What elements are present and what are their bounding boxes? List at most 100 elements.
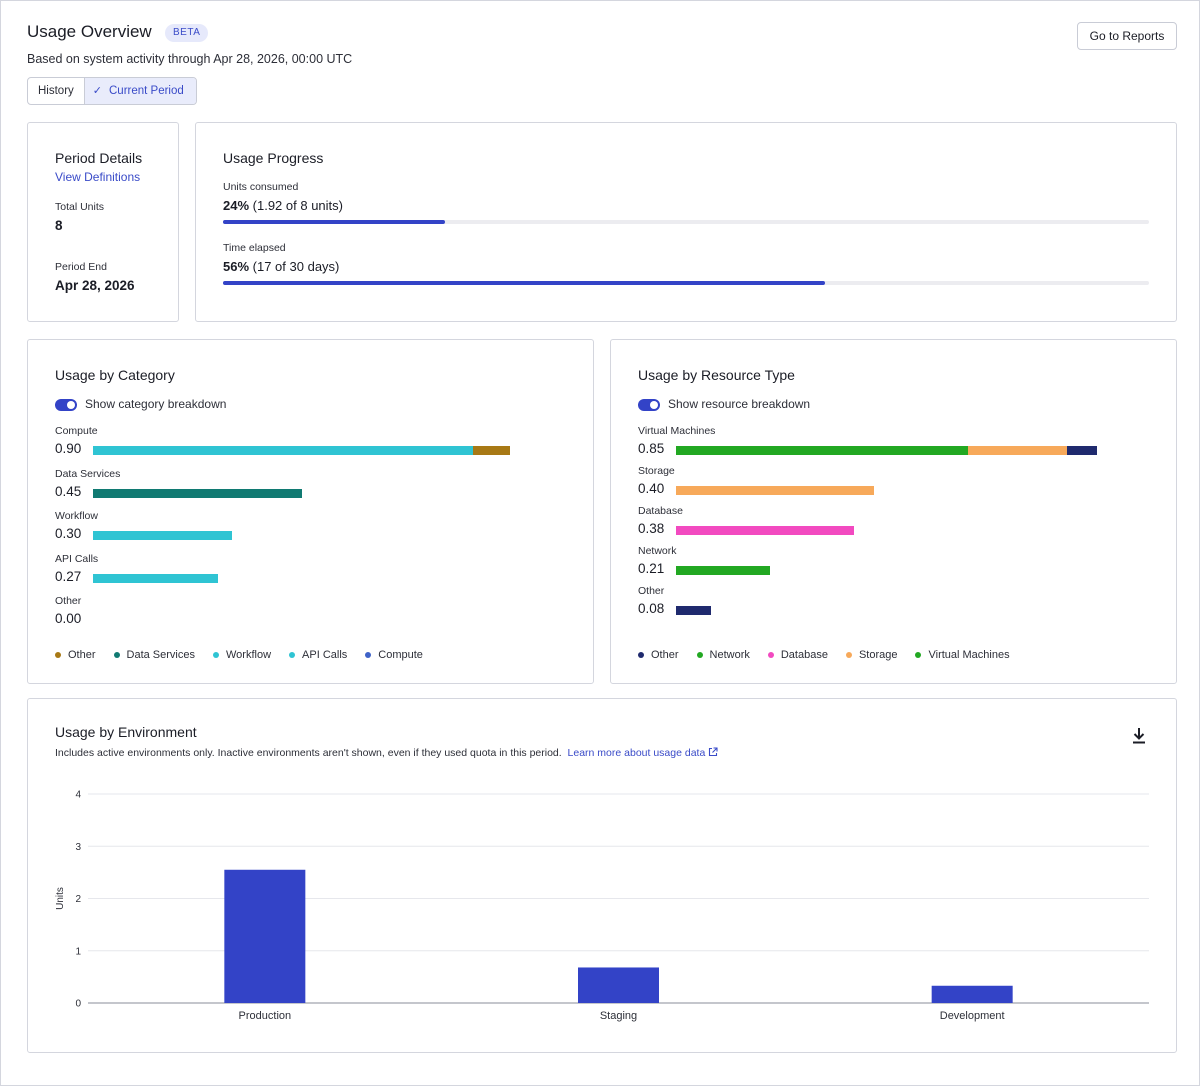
category-row-label: Data Services: [55, 467, 121, 480]
tab-history[interactable]: History: [38, 85, 74, 97]
go-to-reports-button[interactable]: Go to Reports: [1077, 22, 1177, 50]
category-bar-segment: [472, 446, 510, 455]
tab-current-period[interactable]: ✓ Current Period: [83, 78, 196, 104]
resource-legend-item[interactable]: Storage: [845, 649, 897, 661]
legend-dot-icon: [365, 652, 372, 658]
resource-bar-segment: [968, 446, 1068, 455]
y-tick-label: 4: [75, 790, 81, 801]
resource-legend-item[interactable]: Database: [767, 649, 828, 661]
period-end-value: Apr 28, 2026: [55, 278, 135, 293]
units-consumed-label: Units consumed: [223, 181, 299, 193]
resource-bar-segment: [676, 446, 969, 455]
external-link-icon: [709, 747, 718, 757]
legend-dot-icon: [845, 652, 852, 658]
category-row-value: 0.00: [55, 611, 82, 626]
legend-dot-icon: [696, 652, 703, 658]
legend-dot-icon: [915, 652, 922, 658]
time-progress-bar: [223, 281, 1149, 285]
resource-bar-segment: [676, 566, 771, 575]
legend-dot-icon: [213, 652, 219, 658]
resource-row-value: 0.38: [638, 521, 665, 536]
category-toggle-label: Show category breakdown: [85, 397, 227, 411]
resource-row-bar: [676, 526, 855, 535]
category-row-bar: [93, 446, 510, 455]
learn-more-link[interactable]: Learn more about usage data: [568, 747, 719, 759]
category-row-bar: [93, 488, 302, 498]
category-row-bar: [93, 573, 219, 583]
resource-bar-segment: [1067, 446, 1097, 455]
environment-title: Usage by Environment: [55, 724, 197, 740]
resource-row-bar: [676, 566, 771, 575]
category-bar-segment: [93, 446, 473, 455]
category-row-value: 0.27: [55, 568, 82, 584]
category-legend-label: API Calls: [302, 649, 348, 661]
category-title: Usage by Category: [55, 367, 175, 383]
category-bar-segment: [93, 573, 219, 583]
category-row-value: 0.90: [55, 441, 82, 456]
period-end-label: Period End: [55, 261, 107, 273]
resource-row-value: 0.40: [638, 481, 665, 496]
units-progress-fill: [223, 220, 446, 224]
resource-row-label: Storage: [638, 465, 675, 477]
y-tick-label: 1: [75, 946, 81, 957]
category-row-label: Compute: [55, 425, 98, 437]
usage-by-resource-card: Usage by Resource Type Show resource bre…: [610, 339, 1177, 684]
category-legend-label: Compute: [378, 649, 423, 661]
resource-bar-segment: [676, 526, 855, 535]
view-definitions-link[interactable]: View Definitions: [55, 170, 141, 184]
download-icon[interactable]: [1131, 727, 1147, 745]
resource-bar-segment: [676, 486, 875, 495]
x-tick-label: Staging: [600, 1010, 637, 1022]
resource-row-label: Network: [638, 545, 677, 557]
period-details-card: Period Details View Definitions Total Un…: [27, 122, 179, 322]
time-elapsed-value: 56% (17 of 30 days): [223, 259, 340, 274]
units-progress-bar: [223, 220, 1149, 224]
y-tick-label: 3: [75, 842, 81, 853]
resource-title: Usage by Resource Type: [638, 367, 795, 383]
total-units-value: 8: [55, 218, 63, 233]
resource-legend-label: Other: [651, 649, 679, 661]
resource-bar-segment: [676, 606, 711, 615]
x-tick-label: Production: [239, 1010, 292, 1022]
check-icon: ✓: [92, 85, 102, 97]
category-legend-item[interactable]: Data Services: [113, 649, 195, 661]
resource-legend-label: Network: [709, 649, 750, 661]
resource-row-label: Virtual Machines: [638, 425, 716, 437]
usage-by-environment-card: Usage by Environment Includes active env…: [27, 698, 1177, 1053]
category-legend-item[interactable]: Other: [55, 649, 96, 661]
legend-dot-icon: [289, 652, 296, 658]
y-axis-label: Units: [55, 887, 66, 910]
resource-legend-item[interactable]: Network: [696, 649, 750, 661]
legend-dot-icon: [767, 652, 774, 658]
category-row-label: Other: [55, 595, 82, 607]
legend-dot-icon: [55, 652, 61, 658]
resource-breakdown-toggle[interactable]: [638, 399, 660, 411]
resource-legend-item[interactable]: Virtual Machines: [915, 649, 1010, 661]
resource-legend-label: Database: [780, 649, 828, 661]
resource-row-bar: [676, 606, 711, 615]
resource-legend-item[interactable]: Other: [638, 649, 679, 661]
units-consumed-value: 24% (1.92 of 8 units): [223, 198, 343, 213]
bar-development[interactable]: [931, 985, 1013, 1003]
category-legend-label: Workflow: [226, 649, 272, 661]
bar-staging[interactable]: [578, 967, 659, 1003]
page-title: Usage Overview: [27, 22, 152, 41]
bar-production[interactable]: [224, 869, 306, 1003]
category-legend-item[interactable]: API Calls: [289, 649, 347, 661]
resource-row-value: 0.21: [638, 561, 665, 576]
period-tabs: History ✓ Current Period: [27, 77, 197, 105]
time-progress-fill: [223, 281, 825, 285]
resource-row-bar: [676, 446, 1097, 455]
y-tick-label: 2: [75, 894, 81, 905]
category-breakdown-toggle[interactable]: [55, 399, 77, 411]
category-row-bar: [93, 531, 232, 540]
category-legend-item[interactable]: Workflow: [213, 649, 271, 661]
resource-row-bar: [676, 486, 875, 495]
time-elapsed-label: Time elapsed: [223, 242, 286, 254]
category-legend-label: Data Services: [126, 649, 195, 661]
resource-row-label: Database: [638, 505, 683, 517]
environment-bar-chart: 0 1 2 3 4 Units Production Staging Development: [55, 790, 1149, 1022]
category-legend-item[interactable]: Compute: [365, 649, 423, 661]
resource-row-value: 0.08: [638, 601, 665, 616]
category-legend: Other Data Services Workflow API Calls Compu…: [55, 649, 441, 661]
